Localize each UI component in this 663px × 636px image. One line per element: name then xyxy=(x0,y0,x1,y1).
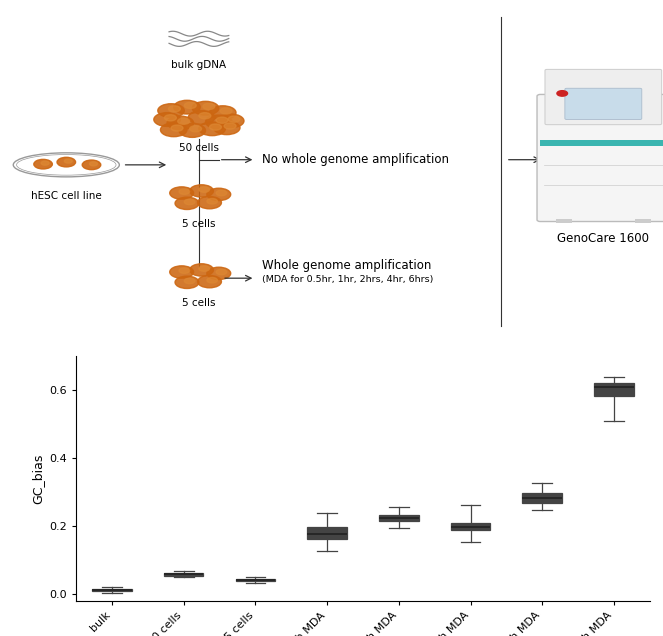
Circle shape xyxy=(34,160,52,169)
Text: Whole genome amplification: Whole genome amplification xyxy=(262,259,431,272)
Bar xyxy=(635,219,651,223)
Circle shape xyxy=(207,188,231,200)
Circle shape xyxy=(207,277,217,283)
Circle shape xyxy=(210,124,221,130)
Circle shape xyxy=(216,269,227,275)
Bar xyxy=(556,219,572,223)
Circle shape xyxy=(184,278,195,284)
Y-axis label: GC_bias: GC_bias xyxy=(31,453,44,504)
Bar xyxy=(540,140,663,146)
Circle shape xyxy=(184,199,195,205)
Circle shape xyxy=(178,118,190,124)
Text: hESC cell line: hESC cell line xyxy=(31,191,101,200)
PathPatch shape xyxy=(164,573,204,576)
Circle shape xyxy=(90,162,97,166)
Circle shape xyxy=(184,102,196,109)
Circle shape xyxy=(210,106,236,120)
FancyBboxPatch shape xyxy=(565,88,642,120)
PathPatch shape xyxy=(522,493,562,503)
PathPatch shape xyxy=(379,515,418,521)
Circle shape xyxy=(179,123,206,137)
Circle shape xyxy=(158,104,184,118)
Circle shape xyxy=(199,266,210,272)
Text: 50 cells: 50 cells xyxy=(179,142,219,153)
Circle shape xyxy=(216,190,227,196)
Circle shape xyxy=(220,108,232,114)
Circle shape xyxy=(207,198,217,204)
Circle shape xyxy=(160,123,187,137)
Circle shape xyxy=(207,267,231,280)
Circle shape xyxy=(213,121,240,135)
Circle shape xyxy=(174,100,200,114)
Text: bulk gDNA: bulk gDNA xyxy=(171,60,227,70)
Circle shape xyxy=(190,126,202,132)
PathPatch shape xyxy=(92,589,132,591)
FancyBboxPatch shape xyxy=(537,94,663,221)
Circle shape xyxy=(217,114,244,128)
Circle shape xyxy=(198,275,221,288)
Circle shape xyxy=(198,197,221,209)
Circle shape xyxy=(170,187,194,199)
Circle shape xyxy=(206,115,232,128)
Circle shape xyxy=(203,104,215,109)
Text: GenoCare 1600: GenoCare 1600 xyxy=(558,232,649,245)
Circle shape xyxy=(199,122,225,135)
Circle shape xyxy=(168,106,180,112)
Circle shape xyxy=(224,123,236,129)
Circle shape xyxy=(41,161,49,165)
PathPatch shape xyxy=(594,383,634,396)
Circle shape xyxy=(64,159,72,163)
Circle shape xyxy=(199,187,210,192)
Circle shape xyxy=(164,114,176,121)
PathPatch shape xyxy=(451,523,490,530)
Text: 5 cells: 5 cells xyxy=(182,298,215,308)
Circle shape xyxy=(167,116,194,130)
FancyBboxPatch shape xyxy=(545,69,662,125)
PathPatch shape xyxy=(236,579,275,581)
Circle shape xyxy=(179,189,190,195)
Circle shape xyxy=(557,91,568,96)
Circle shape xyxy=(170,266,194,278)
Text: (MDA for 0.5hr, 1hr, 2hrs, 4hr, 6hrs): (MDA for 0.5hr, 1hr, 2hrs, 4hr, 6hrs) xyxy=(262,275,433,284)
Circle shape xyxy=(228,116,240,122)
Circle shape xyxy=(199,113,211,119)
Circle shape xyxy=(175,276,199,289)
Circle shape xyxy=(188,111,215,124)
Circle shape xyxy=(57,157,76,167)
Circle shape xyxy=(190,185,213,197)
Circle shape xyxy=(216,117,228,123)
Circle shape xyxy=(175,197,199,209)
Circle shape xyxy=(190,264,213,276)
PathPatch shape xyxy=(308,527,347,539)
Circle shape xyxy=(171,125,183,131)
Circle shape xyxy=(154,113,180,127)
Circle shape xyxy=(82,160,101,170)
Circle shape xyxy=(192,101,219,115)
Circle shape xyxy=(179,268,190,273)
Text: 5 cells: 5 cells xyxy=(182,219,215,229)
Text: No whole genome amplification: No whole genome amplification xyxy=(262,153,449,166)
